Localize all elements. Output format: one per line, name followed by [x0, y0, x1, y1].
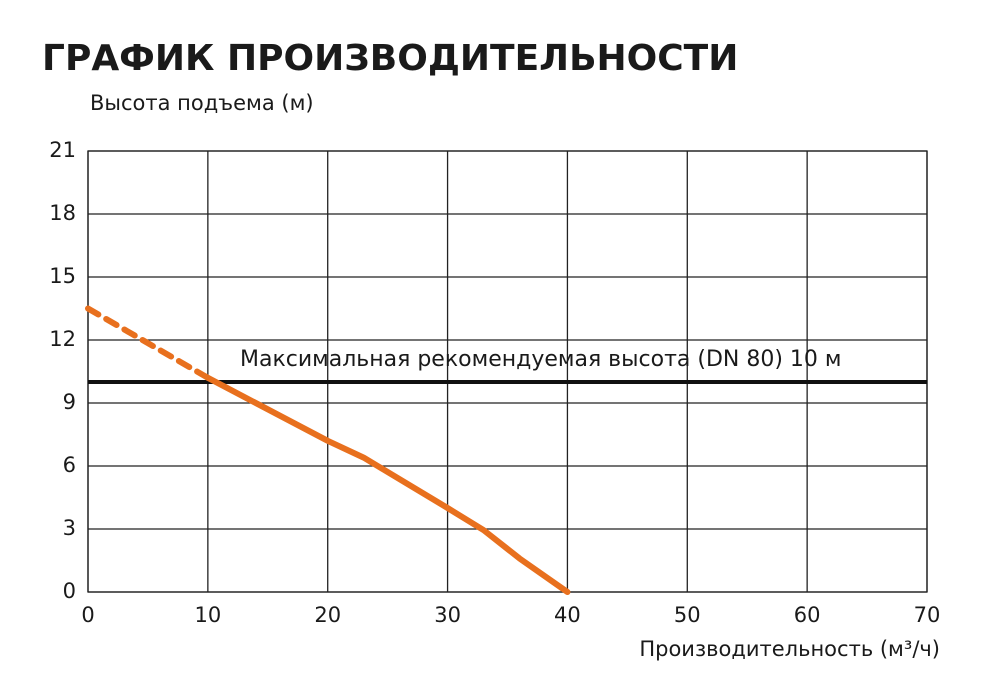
y-tick-label: 15 [49, 264, 76, 288]
y-tick-label: 21 [49, 138, 76, 162]
data-line [204, 374, 571, 595]
y-tick-label: 3 [63, 516, 76, 540]
x-tick-label: 20 [314, 603, 341, 627]
x-tick-label: 60 [794, 603, 821, 627]
x-tick-label: 40 [554, 603, 581, 627]
x-axis-label: Производительность (м³/ч) [639, 637, 940, 661]
y-tick-label: 6 [63, 453, 76, 477]
y-tick-label: 12 [49, 327, 76, 351]
y-tick-label: 9 [63, 390, 76, 414]
chart-title: ГРАФИК ПРОИЗВОДИТЕЛЬНОСТИ [42, 38, 738, 79]
plot-frame [87, 150, 928, 593]
x-tick-label: 50 [674, 603, 701, 627]
y-tick-label: 0 [63, 579, 76, 603]
reference-label: Максимальная рекомендуемая высота (DN 80… [240, 347, 842, 372]
data-line [85, 305, 211, 381]
x-tick-label: 0 [81, 603, 94, 627]
x-tick-label: 10 [194, 603, 221, 627]
x-tick-label: 70 [914, 603, 941, 627]
x-tick-label: 30 [434, 603, 461, 627]
y-tick-label: 18 [49, 201, 76, 225]
y-axis-label: Высота подъема (м) [90, 91, 314, 115]
